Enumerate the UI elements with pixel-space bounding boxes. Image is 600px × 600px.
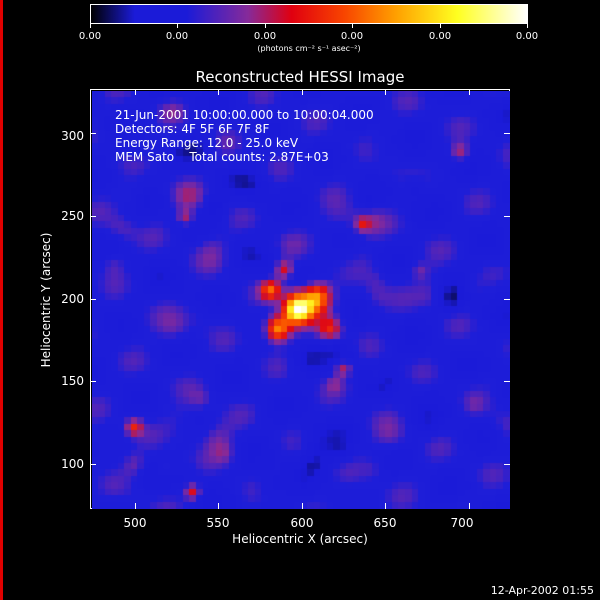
x-tick-label: 550 (206, 516, 230, 530)
x-axis-label: Heliocentric X (arcsec) (232, 532, 368, 546)
y-axis-label: Heliocentric Y (arcsec) (39, 232, 53, 368)
colorbar-tick-label: 0.00 (428, 31, 452, 42)
plot-title: Reconstructed HESSI Image (195, 68, 405, 86)
info-detectors: Detectors: 4F 5F 6F 7F 8F (115, 122, 270, 136)
info-energy-range: Energy Range: 12.0 - 25.0 keV (115, 136, 299, 150)
info-time-range: 21-Jun-2001 10:00:00.000 to 10:00:04.000 (115, 108, 374, 122)
x-tick-label: 700 (450, 516, 474, 530)
colorbar-tick-label: 0.00 (78, 31, 102, 42)
colorbar-gradient (91, 5, 527, 23)
timestamp: 12-Apr-2002 01:55 (490, 584, 594, 597)
colorbar-tick-label: 0.00 (340, 31, 364, 42)
colorbar-tick-label: 0.00 (515, 31, 539, 42)
x-tick-label: 600 (290, 516, 314, 530)
colorbar (90, 4, 528, 24)
left-edge-bar (0, 0, 3, 600)
x-tick-label: 650 (373, 516, 397, 530)
y-tick-label: 250 (61, 209, 84, 223)
colorbar-tick-label: 0.00 (165, 31, 189, 42)
x-tick-label: 500 (123, 516, 147, 530)
colorbar-tick-label: 0.00 (253, 31, 277, 42)
hessi-image (92, 91, 510, 509)
info-method-counts: MEM Sato Total counts: 2.87E+03 (115, 150, 329, 164)
y-tick-label: 100 (61, 457, 84, 471)
y-tick-label: 200 (61, 292, 84, 306)
y-tick-label: 300 (61, 129, 84, 143)
colorbar-units-label: (photons cm⁻² s⁻¹ asec⁻²) (257, 44, 361, 53)
y-tick-label: 150 (61, 374, 84, 388)
